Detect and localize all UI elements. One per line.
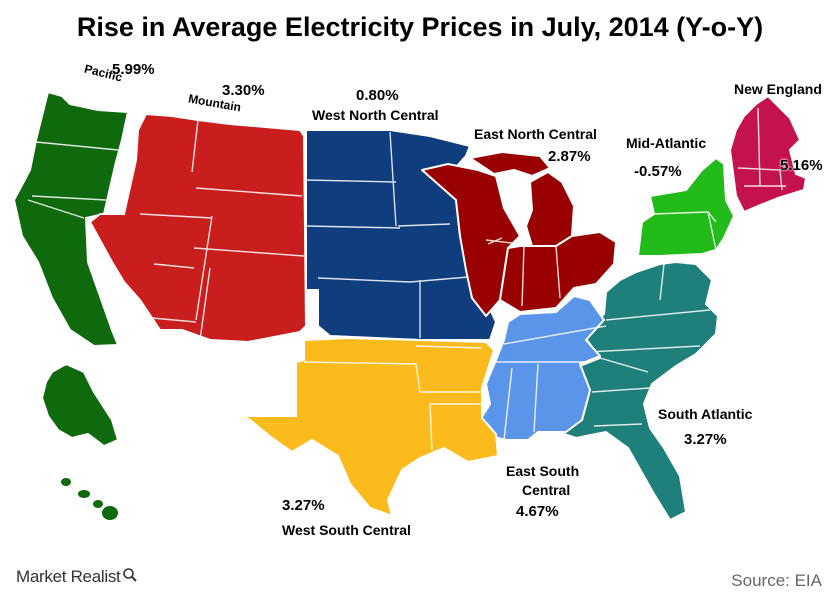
region-east-north-central[interactable] [421, 151, 617, 317]
value-east-south-central: 4.67% [516, 503, 559, 520]
label-east-north-central: East North Central [474, 126, 597, 142]
label-mid-atlantic: Mid-Atlantic [626, 135, 707, 151]
region-mountain[interactable] [89, 113, 307, 343]
value-mid-atlantic: -0.57% [634, 163, 682, 180]
region-west-south-central[interactable] [241, 337, 499, 517]
region-mid-atlantic[interactable] [637, 157, 735, 257]
value-mountain: 3.30% [222, 82, 265, 99]
value-south-atlantic: 3.27% [684, 431, 727, 448]
label-east-south-central-line2: Central [522, 482, 571, 498]
value-new-england: 5.16% [780, 157, 823, 174]
value-west-north-central: 0.80% [356, 87, 399, 104]
label-new-england: New England [734, 81, 822, 97]
label-west-north-central: West North Central [312, 107, 439, 123]
label-south-atlantic: South Atlantic [658, 406, 753, 422]
value-west-south-central: 3.27% [282, 497, 325, 514]
label-west-south-central: West South Central [282, 522, 411, 538]
region-pacific[interactable] [13, 91, 129, 520]
value-pacific: 5.99% [112, 61, 155, 78]
region-new-england[interactable] [729, 95, 807, 213]
value-east-north-central: 2.87% [548, 148, 591, 165]
brand-logo: Market Realist [16, 567, 138, 587]
magnifier-icon [123, 568, 138, 582]
brand-name: Market Realist [16, 567, 121, 586]
chart-title: Rise in Average Electricity Prices in Ju… [76, 12, 764, 42]
label-east-south-central-line1: East South [506, 463, 580, 479]
source-note: Source: EIA [731, 571, 822, 590]
